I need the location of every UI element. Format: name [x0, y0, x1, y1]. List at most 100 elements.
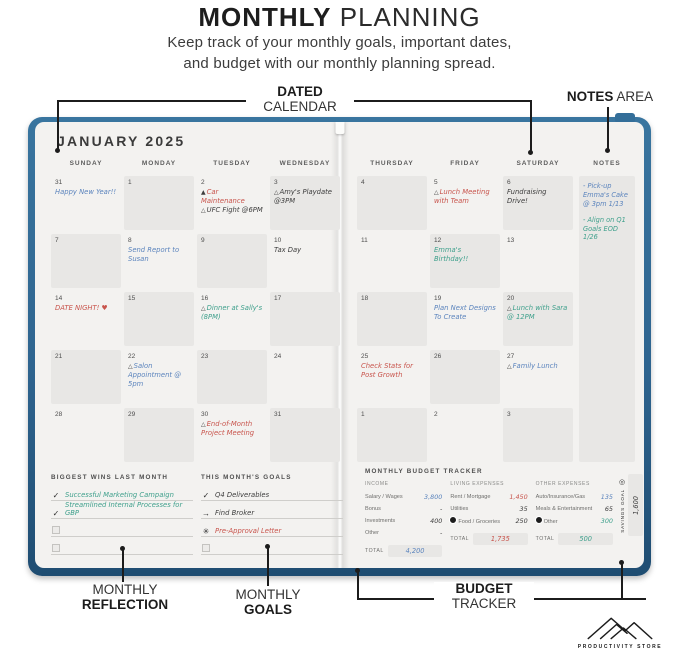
page-title-bold: MONTHLY: [198, 2, 332, 32]
calendar-day-number: 18: [361, 295, 369, 302]
checkbox: [51, 526, 61, 536]
day-headers-right: THURSDAY FRIDAY SATURDAY: [357, 160, 573, 167]
triangle-outline-icon: △: [274, 189, 279, 196]
annotation-monthly-word: MONTHLY: [92, 582, 158, 597]
mountain-logo-icon: [587, 617, 653, 640]
calendar-day-number: 1: [128, 179, 132, 186]
connector-line: [57, 100, 246, 102]
budget-column: LIVING EXPENSES Rent / Mortgage 1,450 Utili…: [450, 481, 528, 557]
reflection-list: ✓ Successful Marketing Campaign ✓ Streamlin…: [51, 486, 193, 555]
budget-row-value: 135: [600, 493, 613, 501]
check-icon: ✓: [202, 491, 210, 500]
connector-line: [267, 546, 269, 586]
day-header: FRIDAY: [450, 160, 480, 167]
annotation-monthly-goals: MONTHLY GOALS: [203, 587, 333, 618]
calendar-cell: 21: [51, 350, 121, 404]
check-icon: ✓: [52, 509, 60, 518]
checkbox-square: [202, 544, 210, 552]
calendar-day-number: 22: [128, 353, 136, 360]
calendar-cell: 28: [51, 408, 121, 462]
calendar-entry: Tax Day: [274, 246, 336, 255]
connector-dot: [528, 150, 533, 155]
calendar-entry-text: Family Lunch: [512, 362, 558, 370]
budget-column-header: INCOME: [365, 481, 389, 487]
savings-goal-box: 1,600: [628, 474, 644, 536]
savings-goal: ◎ SAVINGS GOAL 1,600: [619, 474, 644, 536]
budget-row: Rent / Mortgage 1,450: [450, 491, 527, 503]
calendar-day-number: 20: [507, 295, 515, 302]
triangle-outline-icon: △: [434, 189, 439, 196]
annotation-goals-word: GOALS: [243, 601, 292, 617]
calendar-entry-text: Car Maintenance: [201, 188, 245, 205]
calendar-entry-text: Tax Day: [274, 246, 302, 254]
calendar-entry-text: Lunch Meeting with Team: [434, 188, 490, 205]
budget-columns: INCOME Salary / Wages 3,800 Bonus - Investmen…: [365, 481, 613, 557]
connector-line: [607, 107, 609, 150]
budget-row: Investments 400: [365, 515, 442, 527]
annotation-budget-tracker: BUDGET TRACKER: [434, 581, 534, 612]
calendar-day-number: 15: [128, 295, 136, 302]
calendar-cell: 3 △Amy's Playdate @3PM: [270, 176, 340, 230]
calendar-cell: 17: [270, 292, 340, 346]
list-item: ✳ Pre-Approval Letter: [201, 522, 343, 537]
calendar-day-number: 10: [274, 237, 282, 244]
budget-row-value: 65: [604, 505, 613, 513]
check-icon: ✓: [52, 491, 60, 500]
calendar-entry: △End-of-Month Project Meeting: [201, 420, 263, 438]
calendar-day-number: 30: [201, 411, 209, 418]
annotation-reflection-word: REFLECTION: [81, 596, 169, 612]
calendar-entry: △Family Lunch: [507, 362, 569, 371]
calendar-day-number: 31: [274, 411, 282, 418]
connector-dot: [605, 148, 610, 153]
page-subtitle-line2: and budget with our monthly planning spr…: [183, 55, 496, 72]
calendar-entry-text: Dinner at Sally's (8PM): [201, 304, 263, 321]
circle-dot-icon: [450, 517, 457, 523]
circle-dot-icon: [535, 517, 542, 523]
triangle-outline-icon: △: [507, 363, 512, 370]
savings-goal-value: 1,600: [631, 495, 640, 515]
calendar-entry-text: Lunch with Sara @ 12PM: [507, 304, 568, 321]
calendar-day-number: 3: [507, 411, 511, 418]
budget-total-value: 500: [558, 533, 613, 545]
list-item-text: Streamlined Internal Processes for GBP: [65, 501, 183, 517]
checkbox: [51, 544, 61, 554]
budget-row-label: Utilities: [450, 506, 469, 512]
calendar-day-number: 13: [507, 237, 515, 244]
annotation-calendar-word: CALENDAR: [263, 98, 337, 114]
goals-list: ✓ Q4 Deliverables → Find Broker ✳ Pre-Approva…: [201, 486, 343, 555]
connector-line: [357, 570, 359, 599]
notes-header: NOTES: [593, 160, 621, 167]
budget-column: OTHER EXPENSES Auto/Insurance/Gas 135 Meals…: [535, 481, 613, 557]
calendar-entry-text: Emma's Birthday!!: [434, 246, 469, 263]
calendar-cell: 23: [197, 350, 267, 404]
notes-column: - Pick-up Emma's Cake @ 3pm 1/13 - Align …: [579, 176, 635, 462]
calendar-day-number: 31: [55, 179, 63, 186]
list-item-text: Q4 Deliverables: [215, 491, 270, 499]
triangle-outline-icon: △: [128, 363, 133, 370]
budget-row-label: Meals & Entertainment: [535, 506, 593, 512]
annotation-area-word: AREA: [613, 89, 654, 104]
calendar-entry: Happy New Year!!: [55, 188, 117, 197]
calendar-cell: 7: [51, 234, 121, 288]
budget-row: Bonus -: [365, 503, 442, 515]
calendar-entry: △Lunch with Sara @ 12PM: [507, 304, 569, 322]
day-header: MONDAY: [141, 160, 177, 167]
calendar-entry-text: Salon Appointment @ 5pm: [128, 362, 182, 388]
calendar-day-number: 26: [434, 353, 442, 360]
budget-column-header: LIVING EXPENSES: [450, 481, 505, 487]
calendar-cell: 25 Check Stats for Post Growth: [357, 350, 427, 404]
budget-row: Other 300: [535, 515, 613, 527]
calendar-day-number: 23: [201, 353, 209, 360]
calendar-day-number: 5: [434, 179, 438, 186]
planner-cover: JANUARY 2025 SUNDAY MONDAY TUESDAY WEDNESDA…: [28, 113, 651, 576]
connector-dot: [619, 560, 624, 565]
calendar-entry: ▲Car Maintenance: [201, 188, 263, 206]
connector-dot: [355, 568, 360, 573]
star-icon: ✳: [202, 527, 210, 536]
connector-dot: [120, 546, 125, 551]
budget-row: Salary / Wages 3,800: [365, 491, 442, 503]
calendar-cell: 24: [270, 350, 340, 404]
calendar-day-number: 17: [274, 295, 282, 302]
calendar-day-number: 4: [361, 179, 365, 186]
